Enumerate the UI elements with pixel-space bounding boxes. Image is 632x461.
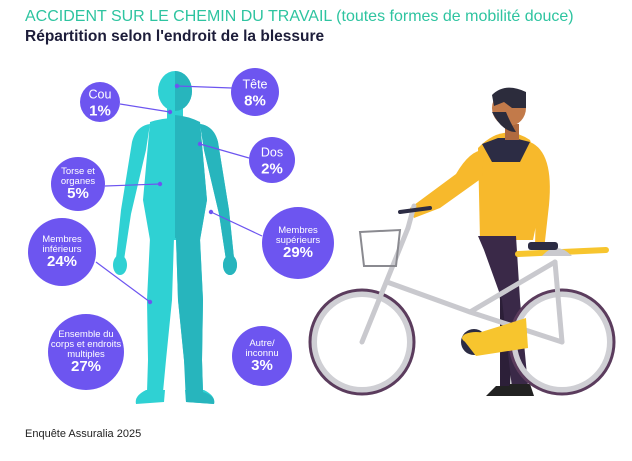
bubble-circle-dos	[249, 137, 295, 183]
bubble-value-torse: 5%	[67, 185, 89, 202]
bubble-circle-torse	[51, 157, 105, 211]
bubble-value-membres-superieurs: 29%	[283, 244, 313, 261]
bubble-label-ensemble: Ensemble du	[58, 329, 113, 340]
bubble-label-membres-superieurs: supérieurs	[276, 235, 321, 246]
bubble-circle-ensemble	[48, 314, 124, 390]
connector-line-tete	[176, 85, 233, 89]
human-body-illustration	[113, 71, 237, 404]
bubble-label-torse: organes	[61, 176, 96, 187]
bubble-value-tete: 8%	[244, 93, 266, 110]
bubble-label-membres-inferieurs: Membres	[42, 234, 82, 245]
connector-lines	[95, 83, 263, 305]
bubble-label-ensemble: multiples	[67, 349, 105, 360]
bubble-circle-cou	[80, 82, 120, 122]
cyclist-illustration	[308, 87, 616, 396]
bubble-label-membres-inferieurs: inférieurs	[42, 244, 81, 255]
bubble-value-ensemble: 27%	[71, 358, 101, 375]
bubble-label-tete: Tête	[242, 78, 267, 92]
bubble-value-autre: 3%	[251, 357, 273, 374]
connector-dot-membres-inferieurs	[147, 299, 153, 305]
connector-line-membres-inferieurs	[95, 261, 151, 303]
bubble-circle-tete	[231, 68, 279, 116]
connector-line-cou	[119, 103, 171, 113]
connector-line-dos	[199, 143, 250, 159]
bubble-label-autre: Autre/	[249, 338, 275, 349]
connector-line-torse	[104, 183, 161, 187]
bubble-circle-membres-inferieurs	[28, 218, 96, 286]
connector-dot-tete	[174, 83, 180, 89]
bubble-label-autre: inconnu	[245, 348, 278, 359]
bubble-value-membres-inferieurs: 24%	[47, 253, 77, 270]
chart-title: ACCIDENT SUR LE CHEMIN DU TRAVAIL (toute…	[25, 8, 574, 25]
chart-subtitle: Répartition selon l'endroit de la blessu…	[25, 28, 325, 45]
bubble-label-ensemble: corps et endroits	[51, 339, 121, 350]
connector-line-membres-superieurs	[210, 211, 263, 237]
connector-dot-membres-superieurs	[208, 209, 214, 215]
connector-dot-cou	[167, 109, 173, 115]
bubble-label-torse: Torse et	[61, 166, 95, 177]
bubble-value-cou: 1%	[89, 103, 111, 120]
bubble-value-dos: 2%	[261, 161, 283, 178]
bubble-label-cou: Cou	[89, 88, 112, 102]
bubble-label-dos: Dos	[261, 146, 283, 160]
bubble-circle-autre	[232, 326, 292, 386]
bubble-circle-membres-superieurs	[262, 207, 334, 279]
source-note: Enquête Assuralia 2025	[25, 428, 142, 440]
connector-dot-dos	[197, 141, 203, 147]
connector-dot-torse	[157, 181, 163, 187]
bubble-label-membres-superieurs: Membres	[278, 225, 318, 236]
